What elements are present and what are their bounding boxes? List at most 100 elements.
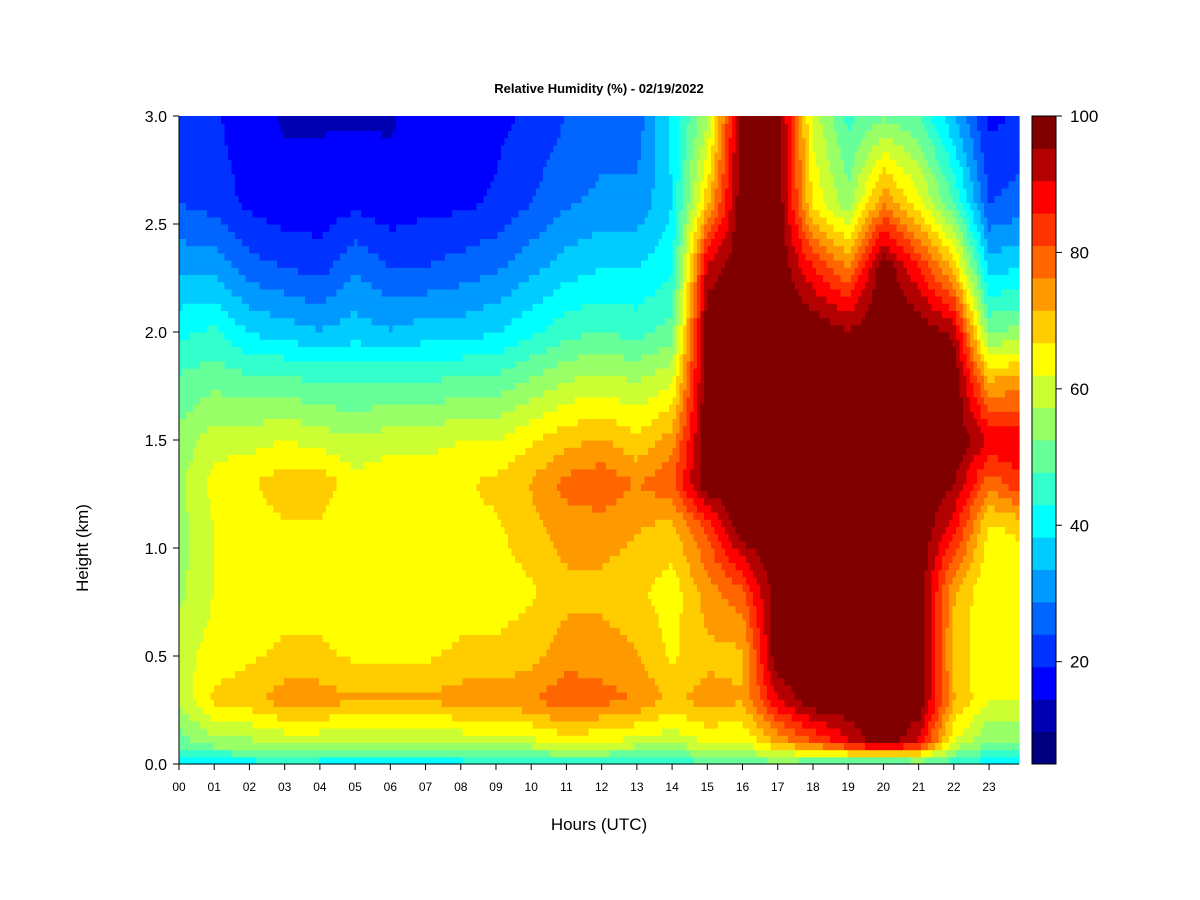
- heatmap-cell: [322, 713, 327, 722]
- heatmap-cell: [203, 555, 208, 563]
- heatmap-cell: [284, 123, 289, 131]
- heatmap-cell: [263, 533, 268, 542]
- heatmap-cell: [228, 483, 233, 491]
- heatmap-cell: [256, 252, 261, 261]
- heatmap-cell: [242, 202, 247, 211]
- heatmap-cell: [214, 735, 219, 743]
- heatmap-cell: [319, 224, 324, 232]
- heatmap-cell: [364, 713, 369, 722]
- heatmap-cell: [231, 540, 236, 549]
- heatmap-cell: [305, 648, 310, 657]
- heatmap-cell: [294, 699, 299, 707]
- heatmap-cell: [273, 267, 278, 275]
- heatmap-cell: [287, 324, 292, 333]
- heatmap-cell: [189, 627, 194, 635]
- heatmap-cell: [301, 116, 306, 124]
- heatmap-cell: [350, 353, 355, 362]
- heatmap-cell: [231, 440, 236, 448]
- heatmap-cell: [235, 742, 240, 751]
- heatmap-cell: [200, 605, 205, 614]
- heatmap-cell: [224, 202, 229, 211]
- heatmap-cell: [189, 670, 194, 679]
- heatmap-cell: [350, 591, 355, 599]
- heatmap-cell: [210, 432, 215, 441]
- heatmap-cell: [284, 375, 289, 383]
- heatmap-cell: [182, 454, 187, 463]
- heatmap-cell: [224, 245, 229, 254]
- heatmap-cell: [371, 720, 376, 729]
- heatmap-cell: [298, 303, 303, 311]
- heatmap-cell: [368, 195, 373, 203]
- heatmap-cell: [249, 274, 254, 283]
- heatmap-cell: [266, 288, 271, 297]
- heatmap-cell: [336, 548, 341, 556]
- heatmap-cell: [214, 692, 219, 700]
- heatmap-cell: [242, 180, 247, 189]
- heatmap-cell: [196, 375, 201, 383]
- heatmap-cell: [301, 324, 306, 333]
- heatmap-cell: [298, 375, 303, 383]
- heatmap-cell: [277, 411, 282, 419]
- heatmap-cell: [340, 252, 345, 261]
- heatmap-cell: [196, 173, 201, 182]
- heatmap-cell: [287, 605, 292, 614]
- heatmap-cell: [329, 504, 334, 513]
- heatmap-cell: [193, 216, 198, 225]
- heatmap-cell: [203, 656, 208, 664]
- heatmap-cell: [217, 202, 222, 211]
- heatmap-cell: [217, 634, 222, 643]
- heatmap-cell: [329, 317, 334, 326]
- heatmap-cell: [263, 756, 268, 765]
- heatmap-cell: [312, 562, 317, 571]
- heatmap-cell: [361, 706, 366, 715]
- heatmap-cell: [305, 670, 310, 679]
- heatmap-cell: [336, 648, 341, 657]
- heatmap-cell: [231, 663, 236, 671]
- heatmap-cell: [350, 440, 355, 448]
- heatmap-cell: [305, 418, 310, 427]
- heatmap-cell: [287, 720, 292, 729]
- heatmap-cell: [273, 548, 278, 556]
- heatmap-cell: [361, 188, 366, 196]
- heatmap-cell: [354, 137, 359, 146]
- heatmap-cell: [308, 576, 313, 585]
- heatmap-cell: [179, 130, 184, 139]
- heatmap-cell: [298, 641, 303, 650]
- heatmap-cell: [368, 569, 373, 578]
- heatmap-cell: [189, 216, 194, 225]
- heatmap-cell: [308, 713, 313, 722]
- heatmap-cell: [214, 677, 219, 686]
- heatmap-cell: [343, 612, 348, 621]
- heatmap-cell: [291, 728, 296, 736]
- heatmap-cell: [221, 468, 226, 477]
- heatmap-cell: [259, 605, 264, 614]
- heatmap-cell: [312, 504, 317, 513]
- heatmap-cell: [354, 332, 359, 340]
- heatmap-cell: [350, 692, 355, 700]
- heatmap-cell: [217, 454, 222, 463]
- heatmap-cell: [214, 656, 219, 664]
- heatmap-cell: [371, 432, 376, 441]
- heatmap-cell: [322, 375, 327, 383]
- heatmap-cell: [291, 368, 296, 376]
- heatmap-cell: [287, 476, 292, 484]
- heatmap-cell: [312, 360, 317, 369]
- heatmap-cell: [210, 346, 215, 355]
- heatmap-cell: [245, 569, 250, 578]
- heatmap-cell: [235, 555, 240, 563]
- heatmap-cell: [270, 382, 275, 391]
- heatmap-cell: [228, 195, 233, 203]
- heatmap-cell: [347, 382, 352, 391]
- heatmap-cell: [273, 504, 278, 513]
- heatmap-cell: [315, 756, 320, 765]
- heatmap-cell: [196, 224, 201, 232]
- heatmap-cell: [249, 749, 254, 758]
- heatmap-cell: [347, 389, 352, 398]
- heatmap-cell: [329, 663, 334, 671]
- heatmap-cell: [284, 663, 289, 671]
- heatmap-cell: [266, 324, 271, 333]
- heatmap-cell: [277, 317, 282, 326]
- heatmap-cell: [207, 188, 212, 196]
- heatmap-cell: [284, 533, 289, 542]
- heatmap-cell: [214, 274, 219, 283]
